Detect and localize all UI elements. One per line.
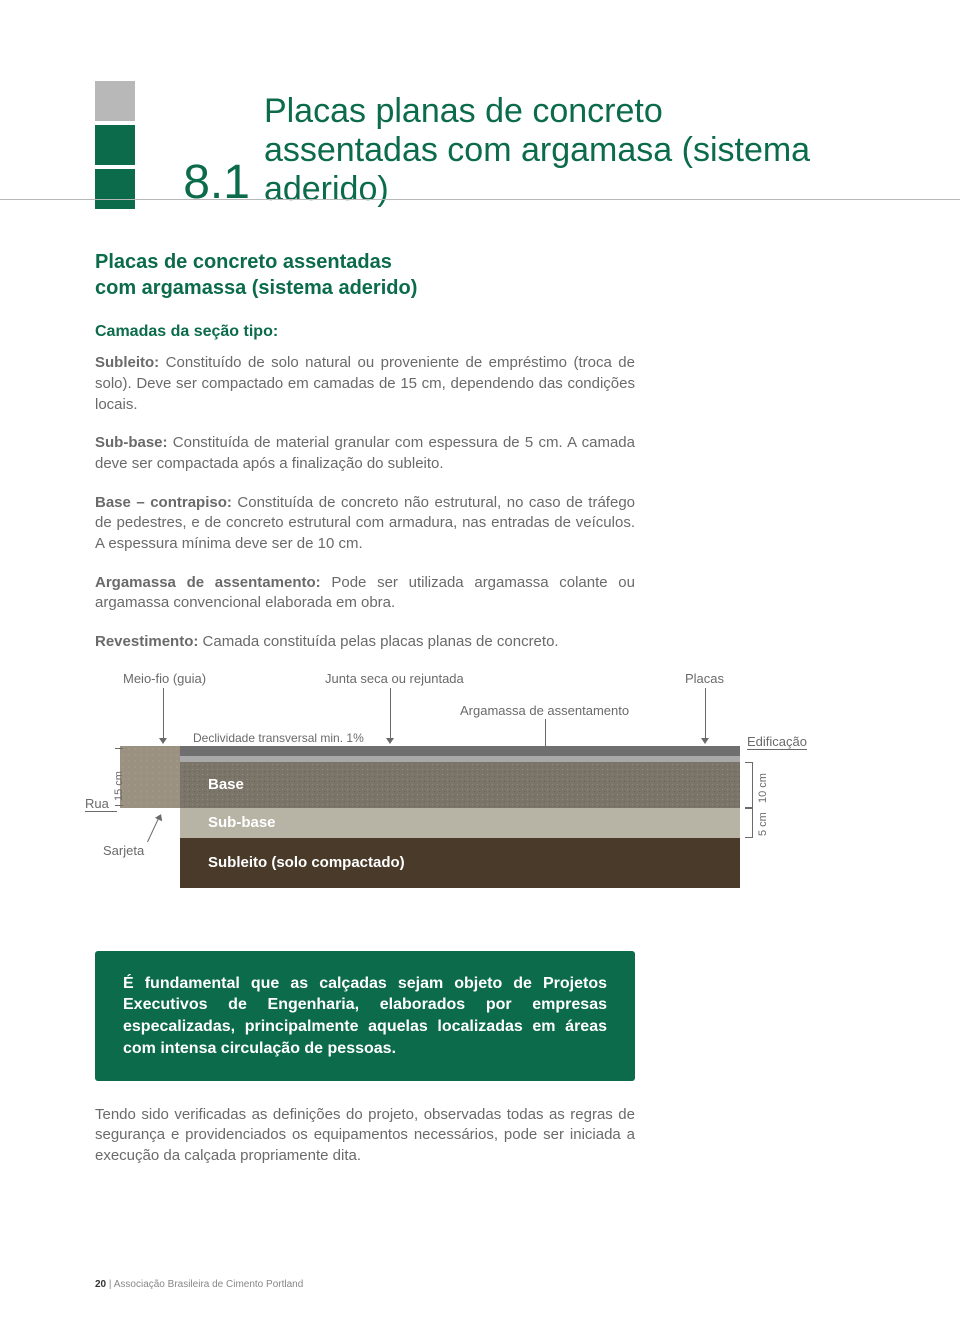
label-junta: Junta seca ou rejuntada: [325, 671, 464, 686]
arrow-head-icon: [386, 738, 394, 744]
para-text: Camada constituída pelas placas planas d…: [198, 633, 558, 650]
para-bold: Revestimento:: [95, 633, 198, 650]
body-text: Subleito: Constituído de solo natural ou…: [95, 353, 635, 653]
section-header: 8.1 Placas planas de concreto assentadas…: [95, 92, 865, 209]
header-rule: [0, 199, 960, 200]
layer-base: Base: [180, 762, 740, 808]
page-number: 20: [95, 1279, 106, 1290]
title-line-1: Placas planas de concreto: [264, 92, 663, 130]
para-argamassa: Argamassa de assentamento: Pode ser util…: [95, 573, 635, 614]
dim-5cm: 5 cm: [757, 812, 769, 836]
subtitle-line-2: com argamassa (sistema aderido): [95, 277, 417, 299]
label-sarjeta: Sarjeta: [103, 843, 144, 858]
arrow-head-icon: [701, 738, 709, 744]
label-placas: Placas: [685, 671, 724, 686]
icon-square-green: [95, 125, 135, 165]
dim-bracket: [115, 748, 123, 806]
para-bold: Sub-base:: [95, 434, 168, 451]
title-line-2: assentadas com argamasa (sistema aderido…: [264, 131, 810, 208]
subtitle-line-1: Placas de concreto assentadas: [95, 251, 392, 273]
arrow-head-icon: [159, 738, 167, 744]
label-meio-fio: Meio-fio (guia): [123, 671, 206, 686]
icon-square-grey: [95, 81, 135, 121]
dim-bracket: [745, 808, 753, 838]
label-declividade: Declividade transversal min. 1%: [193, 731, 364, 745]
layer-placas: [180, 746, 740, 756]
arrow-stem: [163, 688, 164, 740]
layer-stack: Base Sub-base Subleito (solo compactado): [180, 746, 740, 888]
section-title: Placas planas de concreto assentadas com…: [264, 92, 865, 209]
curb-meio-fio: [120, 746, 180, 808]
icon-square-green: [95, 169, 135, 209]
para-text: Constituído de solo natural ou provenien…: [95, 354, 635, 412]
dim-bracket: [745, 762, 753, 808]
layer-subleito: Subleito (solo compactado): [180, 838, 740, 888]
section-number: 8.1: [183, 159, 250, 207]
dim-10cm: 10 cm: [757, 773, 769, 803]
sarjeta-arrow-icon: [147, 818, 159, 842]
arrow-stem: [545, 719, 546, 749]
para-bold: Argamassa de assentamento:: [95, 574, 321, 591]
arrow-stem: [390, 688, 391, 740]
label-argamassa: Argamassa de assentamento: [460, 703, 629, 718]
para-subbase: Sub-base: Constituída de material granul…: [95, 433, 635, 474]
rua-line: [85, 811, 117, 812]
page-footer: 20 | Associação Brasileira de Cimento Po…: [95, 1279, 303, 1290]
para-text: Constituída de material granular com esp…: [95, 434, 635, 472]
callout-box: É fundamental que as calçadas sejam obje…: [95, 951, 635, 1081]
arrow-stem: [705, 688, 706, 740]
subtitle: Placas de concreto assentadas com argama…: [95, 249, 865, 301]
para-bold: Base – contrapiso:: [95, 494, 232, 511]
layer-subbase: Sub-base: [180, 808, 740, 838]
label-rua: Rua: [85, 796, 109, 811]
closing-paragraph: Tendo sido verificadas as definições do …: [95, 1105, 635, 1166]
para-subleito: Subleito: Constituído de solo natural ou…: [95, 353, 635, 415]
label-edificacao: Edificação: [747, 734, 807, 750]
para-bold: Subleito:: [95, 354, 159, 371]
cross-section-diagram: Meio-fio (guia) Junta seca ou rejuntada …: [85, 671, 855, 911]
para-revestimento: Revestimento: Camada constituída pelas p…: [95, 632, 635, 653]
section-icon: [95, 125, 169, 209]
section-label: Camadas da seção tipo:: [95, 323, 865, 341]
footer-org: Associação Brasileira de Cimento Portlan…: [114, 1279, 304, 1290]
para-base: Base – contrapiso: Constituída de concre…: [95, 493, 635, 555]
